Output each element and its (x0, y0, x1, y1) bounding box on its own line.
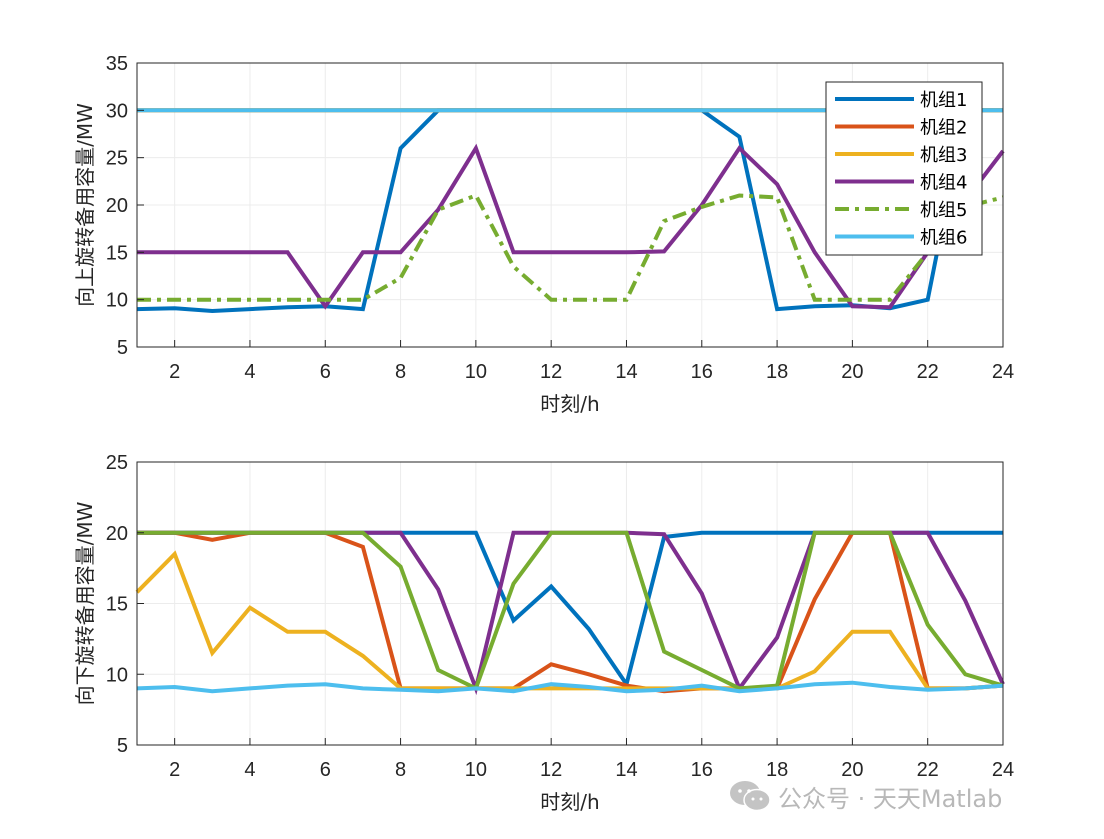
y-tick-label: 10 (106, 664, 128, 686)
x-tick-label: 16 (691, 759, 713, 781)
legend-label: 机组5 (920, 200, 967, 221)
x-tick-label: 2 (169, 759, 180, 781)
x-tick-label: 4 (244, 759, 255, 781)
y-tick-label: 20 (106, 523, 128, 545)
x-tick-label: 10 (465, 361, 487, 383)
legend-label: 机组3 (920, 145, 967, 166)
x-tick-label: 8 (395, 759, 406, 781)
legend-label: 机组1 (920, 90, 967, 111)
x-tick-label: 12 (540, 361, 562, 383)
x-tick-label: 6 (320, 361, 331, 383)
x-tick-label: 14 (615, 759, 637, 781)
x-tick-label: 14 (615, 361, 637, 383)
x-tick-label: 6 (320, 759, 331, 781)
upper-y-axis-label: 向上旋转备用容量/MW (73, 103, 97, 307)
x-tick-label: 16 (691, 361, 713, 383)
series-line-机组3 (135, 550, 1004, 691)
legend-label: 机组2 (920, 118, 967, 139)
lower-y-axis-label: 向下旋转备用容量/MW (73, 501, 97, 705)
wechat-icon (730, 781, 771, 812)
x-tick-label: 18 (766, 361, 788, 383)
x-tick-label: 2 (169, 361, 180, 383)
x-tick-label: 20 (841, 759, 863, 781)
watermark-text: 公众号 · 天天Matlab (778, 784, 1003, 813)
y-tick-label: 15 (106, 594, 128, 616)
x-tick-label: 18 (766, 759, 788, 781)
x-tick-label: 20 (841, 361, 863, 383)
y-tick-label: 25 (106, 148, 128, 170)
x-tick-label: 12 (540, 759, 562, 781)
series-line-机组2 (137, 530, 1004, 694)
x-tick-label: 24 (992, 361, 1014, 383)
series-line-机组5 (137, 193, 1004, 302)
y-tick-label: 10 (106, 290, 128, 312)
series-line-机组4 (137, 143, 1005, 310)
x-tick-label: 8 (395, 361, 406, 383)
watermark: 公众号 · 天天Matlab (728, 776, 1002, 816)
upper-x-axis-label: 时刻/h (540, 392, 599, 416)
series-line-机组6 (136, 680, 1004, 694)
y-tick-label: 25 (106, 452, 128, 474)
legend-label: 机组6 (920, 228, 967, 249)
x-tick-label: 24 (992, 759, 1014, 781)
x-tick-label: 22 (917, 361, 939, 383)
y-tick-label: 15 (106, 242, 128, 264)
x-tick-label: 4 (244, 361, 255, 383)
lower-x-axis-label: 时刻/h (540, 790, 599, 814)
y-tick-label: 35 (106, 53, 128, 75)
y-tick-label: 30 (106, 100, 128, 122)
legend-box (825, 81, 983, 256)
y-tick-label: 5 (117, 735, 128, 757)
y-tick-label: 5 (117, 337, 128, 359)
x-tick-label: 10 (465, 759, 487, 781)
legend-label: 机组4 (920, 173, 967, 194)
x-tick-label: 22 (917, 759, 939, 781)
lower-grid (137, 462, 1004, 745)
y-tick-label: 20 (106, 195, 128, 217)
legend: 机组1 机组2 机组3 机组4 机组5 机组6 (825, 81, 983, 256)
series-line-机组5 (137, 530, 1004, 692)
lower-series (135, 530, 1005, 696)
series-line-机组1 (137, 530, 1003, 689)
